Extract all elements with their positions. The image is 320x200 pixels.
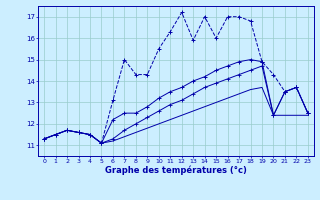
X-axis label: Graphe des températures (°c): Graphe des températures (°c) [105,166,247,175]
